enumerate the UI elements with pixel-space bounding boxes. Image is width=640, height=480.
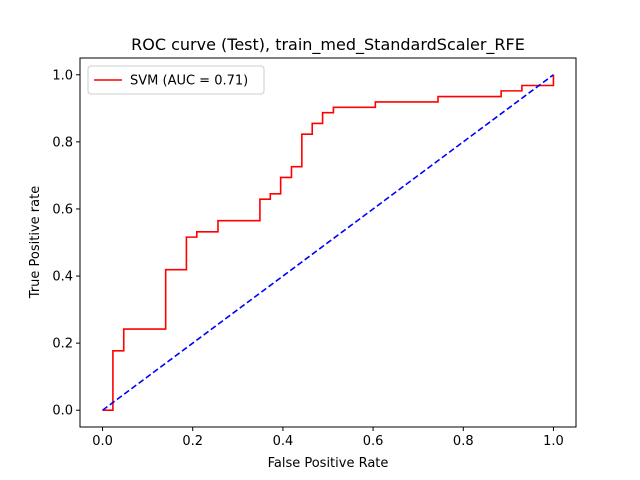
legend-entry-label: SVM (AUC = 0.71) <box>130 74 248 89</box>
axes-frame <box>79 57 577 428</box>
y-tick-label: 0.8 <box>52 135 73 150</box>
x-tick-label: 0.8 <box>453 434 474 449</box>
y-axis-label: True Positive rate <box>28 186 43 299</box>
legend: SVM (AUC = 0.71) <box>87 65 265 95</box>
y-tick-label: 1.0 <box>52 68 73 83</box>
plot-area <box>102 74 555 412</box>
legend-box <box>87 65 265 95</box>
x-tick-label: 0.2 <box>182 434 203 449</box>
x-tick-label: 0.6 <box>363 434 384 449</box>
y-tick-label: 0.2 <box>52 337 73 352</box>
x-tick-label: 0.0 <box>92 434 113 449</box>
x-tick-label: 1.0 <box>543 434 564 449</box>
chance-diagonal-line <box>102 74 554 411</box>
axes: 0.0 0.2 0.4 0.6 0.8 1.0 0.0 0.2 0.4 0.6 0.8 1.0 <box>52 57 577 449</box>
chart-title: ROC curve (Test), train_med_StandardScal… <box>131 35 525 55</box>
y-tick-label: 0.0 <box>52 404 73 419</box>
x-tick-label: 0.4 <box>273 434 294 449</box>
x-axis-label: False Positive Rate <box>268 456 389 471</box>
y-tick-label: 0.6 <box>52 202 73 217</box>
roc-curve-line <box>102 74 555 412</box>
y-tick-label: 0.4 <box>52 270 73 285</box>
